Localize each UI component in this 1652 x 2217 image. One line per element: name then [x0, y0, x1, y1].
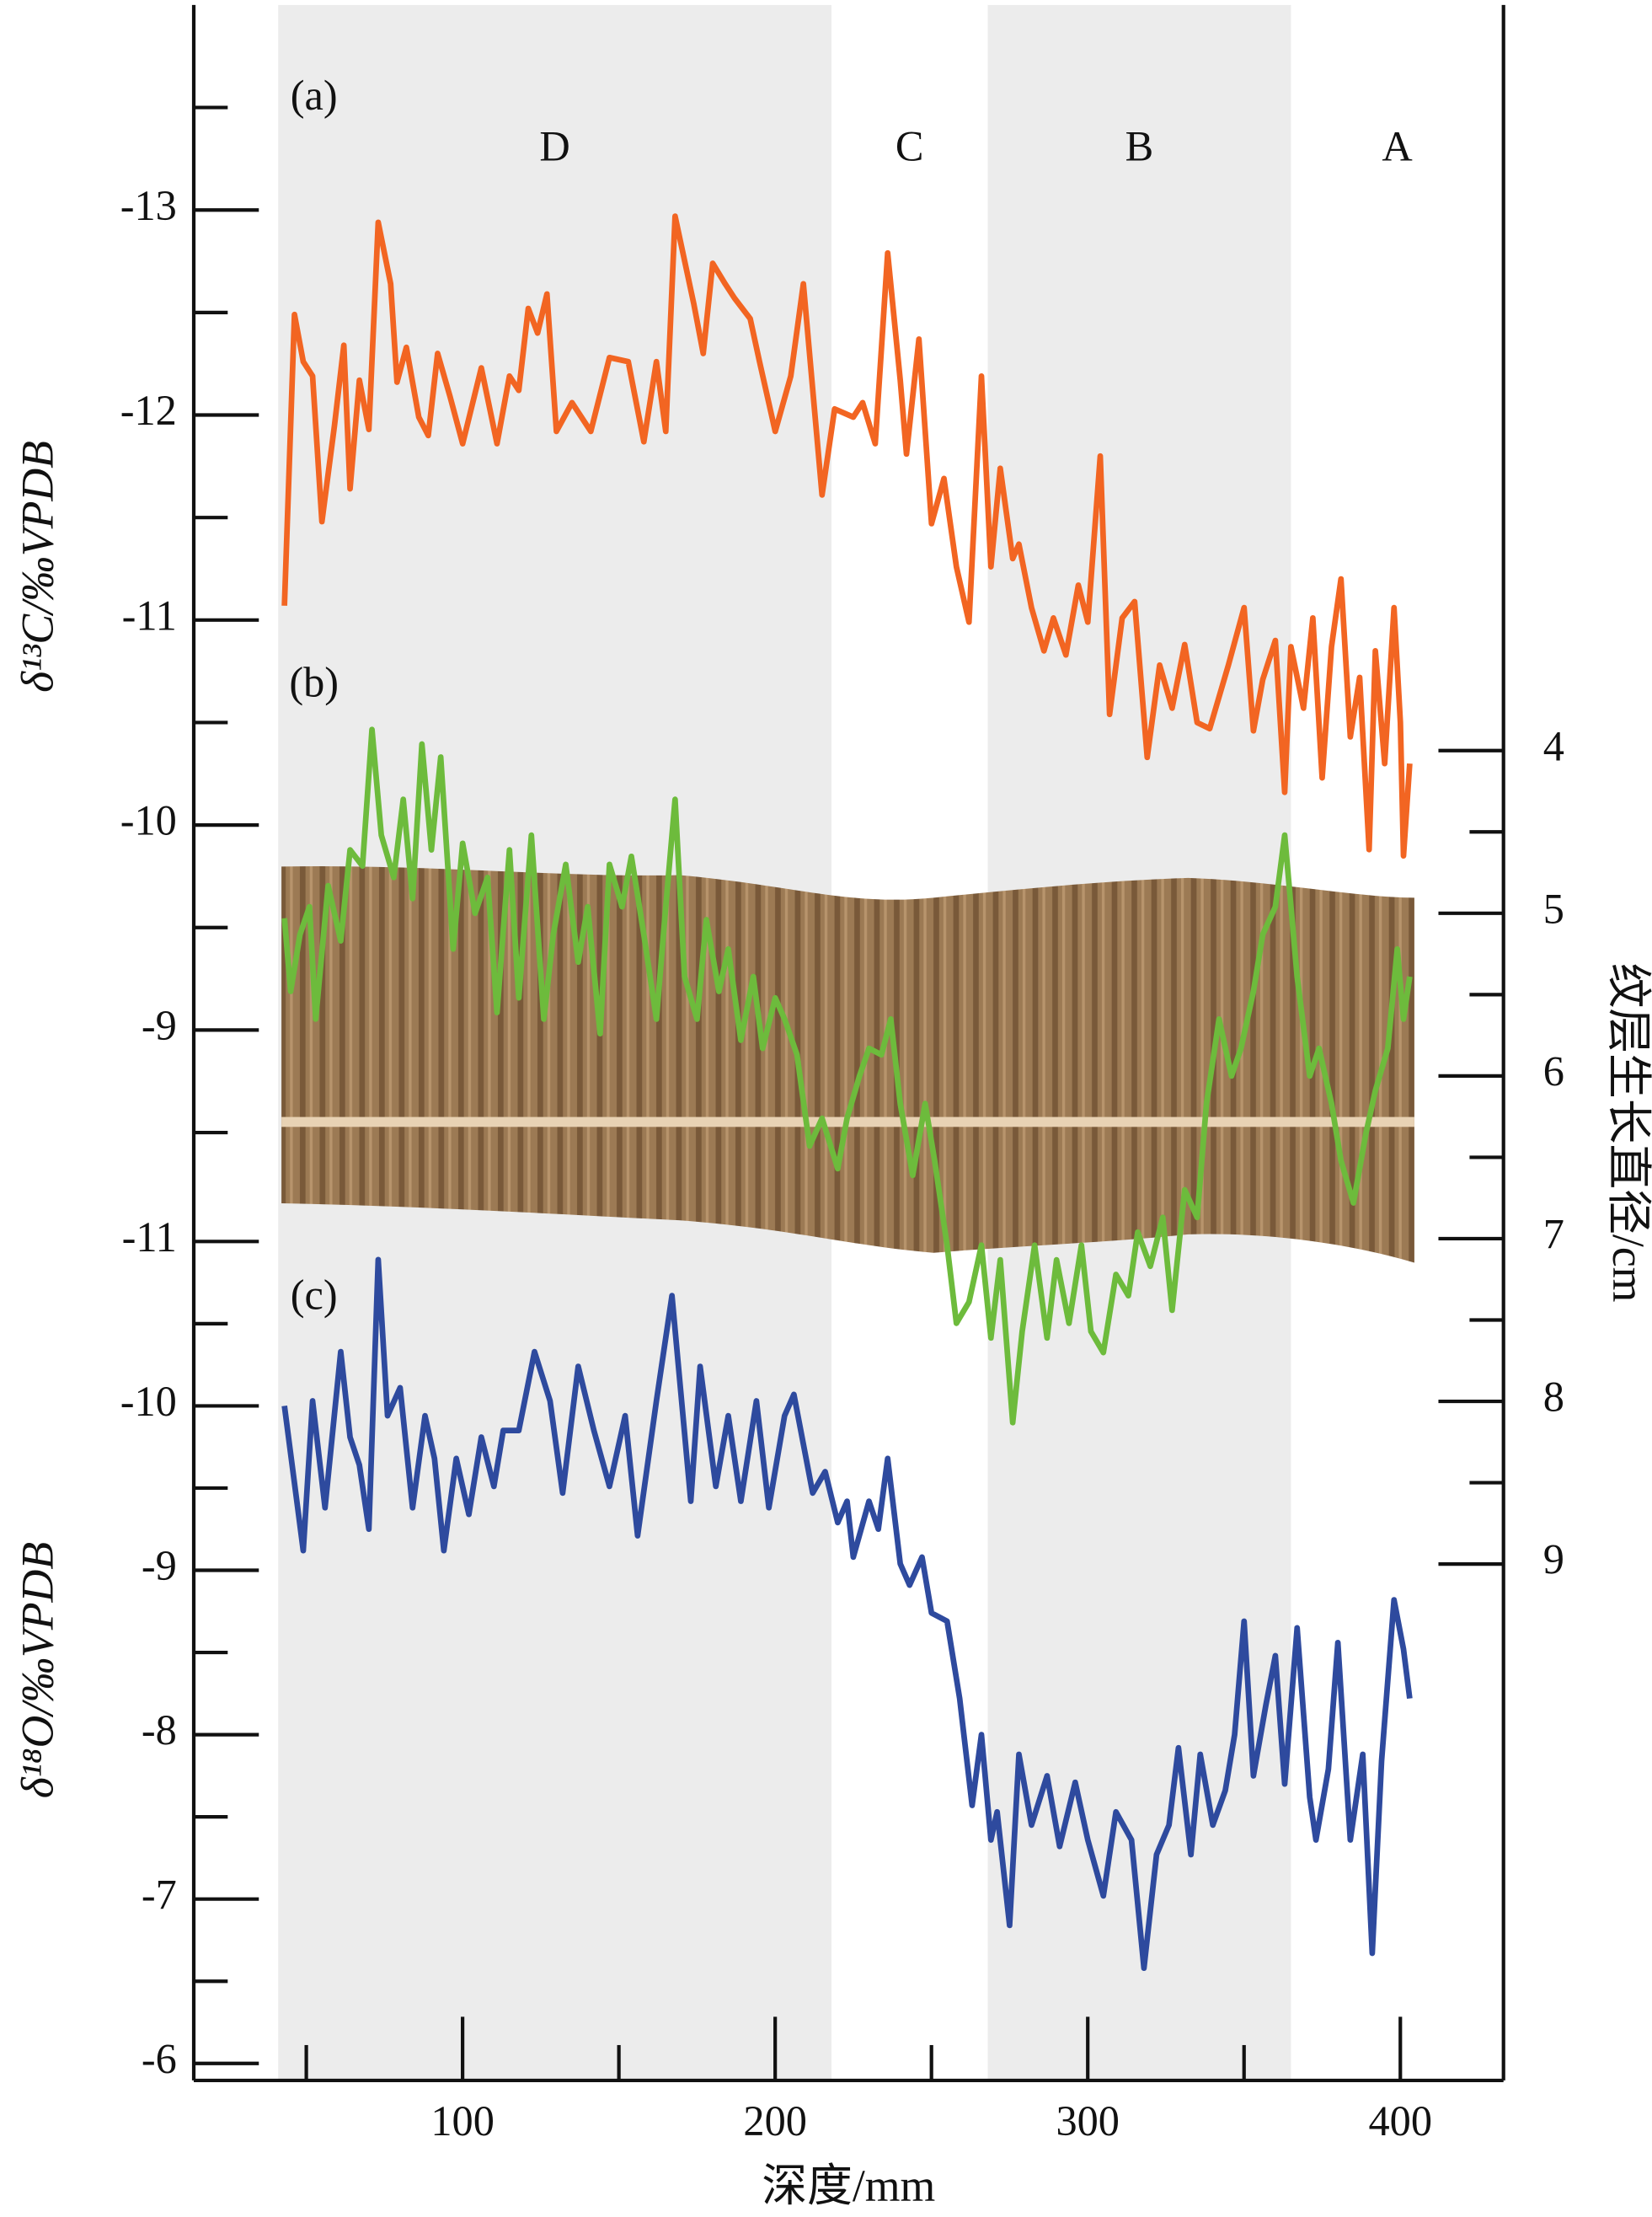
y3-tick-label: -10 — [120, 1378, 177, 1425]
x-tick-label: 100 — [430, 2097, 495, 2145]
x-axis-label: 深度/mm — [762, 2161, 935, 2211]
panel-label: (a) — [291, 72, 338, 119]
y2-tick-label: 9 — [1543, 1536, 1564, 1583]
x-tick-label: 200 — [743, 2097, 807, 2145]
zone-label: A — [1382, 122, 1412, 169]
y2-axis-label: 纹层生长直径/cm — [1603, 963, 1652, 1303]
zone-label: B — [1125, 122, 1154, 169]
panel-label: (c) — [291, 1272, 338, 1319]
y3-tick-label: -6 — [142, 2035, 177, 2082]
y2-tick-label: 4 — [1543, 722, 1564, 769]
y-tick-label: -13 — [120, 182, 177, 229]
y-tick-label: -10 — [120, 797, 177, 844]
y-tick-label: -9 — [142, 1002, 177, 1049]
panel-label: (b) — [289, 659, 339, 706]
stalagmite-body — [281, 865, 1414, 1263]
data-line — [281, 1256, 1413, 1971]
y3-tick-label: -11 — [122, 1213, 177, 1261]
x-tick-label: 400 — [1368, 2097, 1432, 2145]
y2-tick-label: 5 — [1543, 885, 1564, 932]
zone-label: D — [539, 122, 569, 169]
data-line — [281, 213, 1413, 859]
y-axis-label: δ¹³C/‰VPDB — [13, 441, 63, 693]
y-tick-label: -12 — [120, 387, 177, 434]
x-tick-label: 300 — [1056, 2097, 1120, 2145]
y2-tick-label: 6 — [1543, 1047, 1564, 1095]
zone-label: C — [896, 122, 924, 169]
y3-tick-label: -7 — [142, 1871, 177, 1918]
y3-tick-label: -9 — [142, 1542, 177, 1589]
y2-tick-label: 7 — [1543, 1211, 1564, 1258]
data-line — [281, 726, 1413, 1426]
y3-tick-label: -8 — [142, 1706, 177, 1754]
y2-tick-label: 8 — [1543, 1374, 1564, 1421]
y3-axis-label: δ¹⁸O/‰VPDB — [13, 1542, 63, 1798]
y-tick-label: -11 — [122, 592, 177, 639]
